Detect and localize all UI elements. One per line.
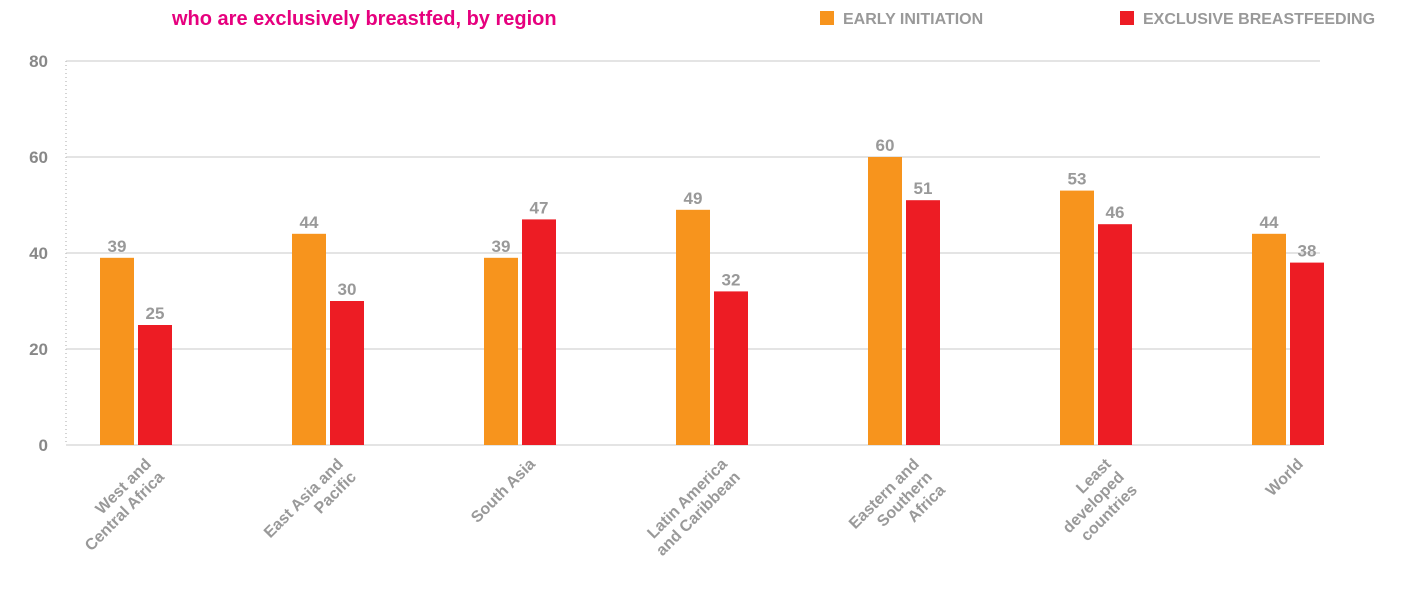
data-label: 38 xyxy=(1298,242,1317,261)
y-tick-label: 0 xyxy=(39,436,48,455)
x-tick-label: South Asia xyxy=(468,456,539,527)
data-label: 46 xyxy=(1106,203,1125,222)
bar xyxy=(292,233,326,445)
legend-swatch xyxy=(1120,11,1134,25)
data-label: 39 xyxy=(108,237,127,256)
chart-title: who are exclusively breastfed, by region xyxy=(171,8,557,30)
y-tick-label: 40 xyxy=(29,244,48,263)
x-tick-label: East Asia andPacific xyxy=(261,456,360,555)
data-label: 60 xyxy=(876,136,895,155)
data-label: 49 xyxy=(684,189,703,208)
bar xyxy=(484,257,518,445)
y-tick-label: 60 xyxy=(29,148,48,167)
data-label: 44 xyxy=(300,213,319,232)
y-tick-label: 80 xyxy=(29,52,48,71)
bar xyxy=(676,209,710,445)
bar xyxy=(522,219,556,445)
bar xyxy=(1252,233,1286,445)
bar xyxy=(906,200,940,445)
y-tick-label: 20 xyxy=(29,340,48,359)
bar xyxy=(1098,224,1132,445)
legend-label: EARLY INITIATION xyxy=(843,11,983,28)
data-label: 32 xyxy=(722,270,741,289)
x-tick-label: West andCentral Africa xyxy=(69,456,168,555)
bar xyxy=(1060,190,1094,445)
bar xyxy=(1290,262,1324,445)
legend-swatch xyxy=(820,11,834,25)
bar xyxy=(868,157,902,445)
x-tick-label: Latin Americaand Caribbean xyxy=(640,456,744,560)
data-label: 25 xyxy=(146,304,165,323)
x-tick-label: Eastern andSouthernAfrica xyxy=(846,456,949,559)
data-label: 47 xyxy=(530,198,549,217)
data-label: 30 xyxy=(338,280,357,299)
data-label: 51 xyxy=(914,179,933,198)
x-tick-label: World xyxy=(1263,456,1307,500)
bar xyxy=(100,257,134,445)
bar xyxy=(714,291,748,445)
bar xyxy=(330,301,364,445)
data-label: 53 xyxy=(1068,170,1087,189)
x-tick-label: Leastdevelopedcountries xyxy=(1047,455,1141,549)
legend-label: EXCLUSIVE BREASTFEEDING xyxy=(1143,11,1375,28)
bar xyxy=(138,325,172,445)
data-label: 44 xyxy=(1260,213,1279,232)
data-label: 39 xyxy=(492,237,511,256)
